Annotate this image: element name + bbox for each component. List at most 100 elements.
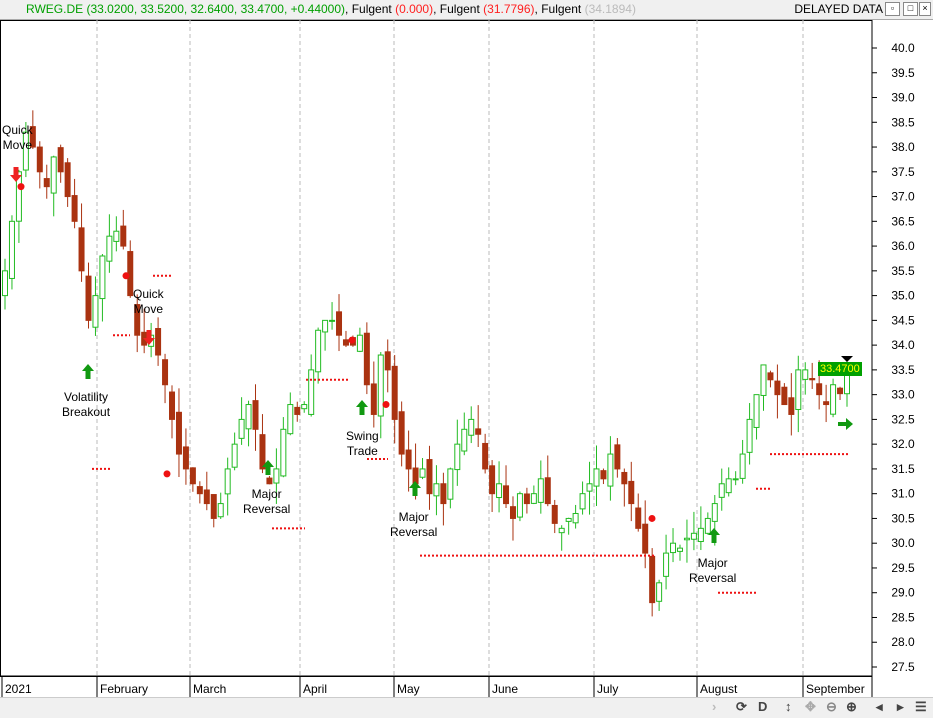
- pan-icon[interactable]: ✥: [805, 699, 816, 714]
- candle-body: [781, 386, 788, 406]
- candle-body: [71, 195, 78, 222]
- maximize-icon[interactable]: □: [903, 2, 918, 16]
- symbol-readout: RWEG.DE (33.0200, 33.5200, 32.6400, 33.4…: [26, 2, 636, 16]
- candle-body: [426, 459, 433, 495]
- candle-body: [760, 364, 767, 396]
- candle-body: [475, 428, 482, 435]
- candle-body: [8, 220, 15, 279]
- candle-body: [294, 406, 301, 415]
- candle-body: [565, 517, 572, 522]
- refresh-icon[interactable]: ⟳: [736, 699, 747, 714]
- candle-body: [224, 468, 231, 495]
- candle-body: [419, 468, 426, 478]
- candle-body: [336, 311, 343, 336]
- y-tick-label: 34.0: [891, 338, 915, 352]
- candle-body: [572, 512, 579, 524]
- candle-body: [551, 504, 558, 524]
- y-tick-label: 29.5: [891, 561, 915, 575]
- candle-body: [92, 295, 99, 328]
- y-axis-area: [872, 20, 933, 697]
- y-tick-label: 38.0: [891, 140, 915, 154]
- marker-triangle-icon: [841, 356, 853, 362]
- candle-body: [36, 146, 43, 173]
- y-tick-label: 35.0: [891, 289, 915, 303]
- candle-body: [461, 428, 468, 452]
- candle-body: [43, 178, 50, 188]
- candle-body: [203, 489, 210, 505]
- candle-body: [447, 468, 454, 500]
- candle-body: [503, 485, 510, 505]
- buy-arrow-icon: [708, 528, 720, 543]
- y-tick-label: 32.5: [891, 412, 915, 426]
- candle-body: [113, 230, 120, 242]
- annotation-major-reversal-1: Major Reversal: [243, 487, 291, 516]
- candle-body: [405, 449, 412, 470]
- candle-body: [120, 225, 127, 247]
- x-tick-label: April: [303, 682, 327, 696]
- plot-frame: [0, 20, 873, 677]
- candle-body: [273, 468, 280, 484]
- candle-body: [670, 542, 677, 554]
- scroll-right-arrow-icon[interactable]: ▸: [897, 699, 904, 714]
- candle-body: [663, 552, 670, 577]
- y-tick-label: 38.5: [891, 115, 915, 129]
- annotation-quick-move-2: Quick Move: [133, 287, 164, 316]
- candle-body: [802, 369, 809, 380]
- x-tick-label: March: [193, 682, 226, 696]
- candle-body: [370, 383, 377, 415]
- x-tick-label: June: [492, 682, 518, 696]
- sell-arrow-icon: [10, 167, 22, 182]
- candle-body: [523, 493, 530, 505]
- vertical-resize-icon[interactable]: ↕: [785, 699, 792, 714]
- annotation-major-reversal-2: Major Reversal: [390, 510, 438, 539]
- close-icon[interactable]: ×: [919, 2, 931, 16]
- candle-body: [259, 434, 266, 470]
- candle-body: [377, 354, 384, 417]
- price-chart[interactable]: 2021 February March April May June July August S…: [0, 20, 933, 697]
- candle-body: [2, 270, 8, 297]
- candle-body: [196, 486, 203, 495]
- zoom-in-icon[interactable]: ⊕: [846, 699, 857, 714]
- right-arrow-icon: [838, 418, 853, 430]
- y-tick-label: 28.5: [891, 610, 915, 624]
- buy-arrow-icon: [82, 364, 94, 379]
- indicator-1-value: (0.000): [395, 2, 434, 16]
- annotation-swing-trade: Swing Trade: [346, 429, 379, 458]
- candle-body: [711, 503, 718, 522]
- candle-body: [85, 275, 92, 321]
- candle-body: [482, 442, 489, 470]
- candle-body: [544, 477, 551, 505]
- indicator-2-name: Fulgent: [439, 2, 480, 16]
- candle-body: [238, 418, 245, 439]
- candle-body: [496, 483, 503, 499]
- y-tick-label: 31.5: [891, 462, 915, 476]
- candle-body: [579, 493, 586, 510]
- candle-body: [635, 507, 642, 529]
- candle-body: [530, 493, 537, 504]
- candle-body: [649, 555, 656, 604]
- candle-body: [753, 394, 760, 428]
- candle-body: [823, 401, 830, 406]
- period-button[interactable]: D: [758, 699, 768, 714]
- candle-body: [322, 319, 329, 333]
- candle-body: [356, 334, 363, 352]
- candle-body: [718, 483, 725, 498]
- zoom-out-icon[interactable]: ⊖: [826, 699, 837, 714]
- candle-body: [384, 351, 391, 371]
- candle-body: [134, 304, 141, 336]
- annotation-quick-move-1: Quick Move: [2, 123, 33, 152]
- candle-body: [315, 329, 322, 373]
- chart-toolbar: › ⟳ D ↕ ✥ ⊖ ⊕ ◂ ▸ ☰: [0, 697, 933, 718]
- restore-icon[interactable]: ▫: [885, 2, 900, 16]
- x-tick-label: May: [397, 682, 420, 696]
- scroll-right-icon[interactable]: ›: [712, 699, 717, 714]
- candle-body: [99, 255, 106, 300]
- y-tick-label: 36.0: [891, 239, 915, 253]
- candle-body: [440, 483, 447, 505]
- menu-icon[interactable]: ☰: [915, 699, 927, 714]
- scroll-left-icon[interactable]: ◂: [876, 699, 883, 714]
- y-tick-label: 27.5: [891, 660, 915, 674]
- candle-body: [614, 444, 621, 470]
- indicator-2-value: (31.7796): [483, 2, 535, 16]
- candle-body: [586, 483, 593, 492]
